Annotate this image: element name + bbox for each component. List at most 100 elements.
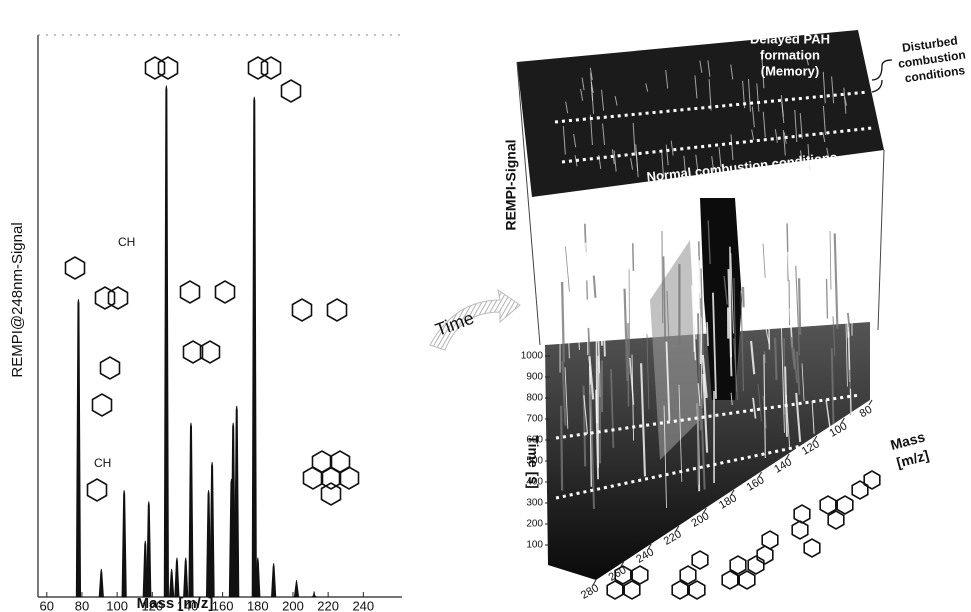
streak [757,225,758,295]
ring [109,287,128,309]
figure: REMPI@248nm-Signal Mass [m/z] CH CH Dela… [0,0,971,612]
ring [722,571,738,589]
memory-label: (Memory) [761,63,820,78]
y-tick-label: 400 [526,477,543,488]
streak [809,246,811,297]
streak [707,322,708,346]
ring [159,57,178,79]
peak [122,490,126,597]
ring [762,531,778,549]
ring [201,341,220,363]
streak [799,278,800,335]
streak [830,231,831,290]
streak [775,338,776,380]
streak [594,276,596,298]
ring [672,581,688,599]
ring [88,479,107,501]
structure-label: CH [94,456,111,470]
streak [695,228,697,244]
ring [93,394,112,416]
x-tick [869,400,872,405]
peak [175,558,179,597]
streak [662,231,663,323]
ring [864,471,880,489]
peak [235,406,239,597]
ring [262,57,281,79]
streak [630,259,631,314]
streak [659,216,662,233]
ring [820,496,836,514]
x-tick-label: 220 [317,598,339,612]
streak [845,210,846,258]
ring [328,299,347,321]
peak [312,591,316,597]
ring [293,299,312,321]
streak [643,281,644,330]
y-tick-label: 300 [526,498,543,509]
structure-label: CH [118,235,135,249]
ring [184,341,203,363]
streak [747,261,748,324]
x-tick-label: 280 [579,582,601,602]
peak [189,423,193,597]
peak [76,299,80,597]
streak [826,279,827,319]
peak [210,462,214,597]
ring [692,551,708,569]
x-tick-label: 180 [247,598,269,612]
y-tick-label: 800 [526,393,543,404]
streak [743,287,744,307]
streak [695,298,696,340]
ring [607,581,623,599]
streak [587,281,588,301]
peak [99,569,103,597]
ring [730,556,746,574]
ring [804,539,820,557]
streak [599,275,602,346]
y-tick-label: 500 [526,456,543,467]
x-tick-label: 120 [141,598,163,612]
ring [101,357,120,379]
y-axis-title: REMPI@248nm-Signal [9,222,26,377]
ring [624,581,640,599]
x-tick-label: 60 [40,598,54,612]
x-tick-label: 200 [282,598,304,612]
streak [777,274,779,287]
z-axis-title: REMPI-Signal [503,139,519,230]
peak [252,97,256,597]
ring [181,281,200,303]
x-tick-label: 80 [75,598,89,612]
peak [169,569,173,597]
streak [850,389,851,415]
peak [147,501,151,597]
ring [632,566,648,584]
ring [680,566,696,584]
arrow-label: Time [433,308,477,340]
y-tick-label: 200 [526,519,543,530]
x-tick-label: 160 [212,598,234,612]
y-tick-label: 900 [526,372,543,383]
ring [304,467,323,489]
ring [739,571,755,589]
ring [282,80,301,102]
memory-label: formation [760,47,820,62]
ring [322,467,341,489]
streak [565,247,569,292]
streak [635,240,638,307]
peak [184,558,188,597]
x-tick-label: 140 [177,598,199,612]
bracket [872,60,892,92]
ring [748,556,764,574]
ring [794,505,810,523]
ring [828,511,844,529]
ring [66,257,85,279]
y-tick-label: 700 [526,414,543,425]
streak [568,253,572,296]
peak [294,580,298,597]
ring [216,281,235,303]
ring [837,496,853,514]
ring [322,483,341,505]
ring [313,451,332,473]
ring [331,451,350,473]
memory-label: Delayed PAH [750,31,830,46]
